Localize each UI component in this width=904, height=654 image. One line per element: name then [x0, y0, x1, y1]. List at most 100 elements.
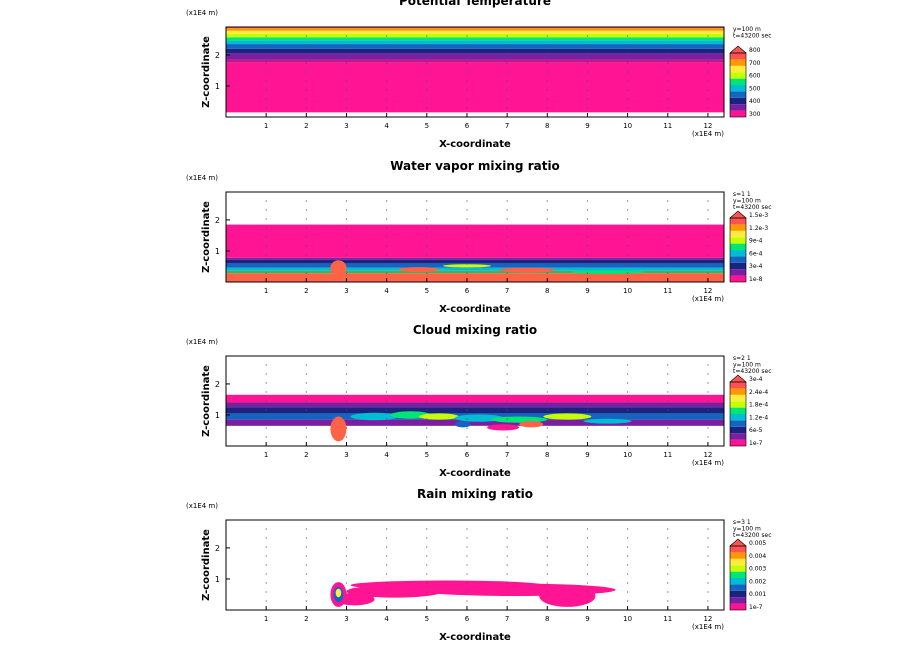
legend-swatch [730, 269, 746, 276]
legend-swatch [730, 250, 746, 257]
grid-dot [546, 427, 548, 429]
grid-dot [466, 528, 468, 530]
grid-dot [667, 209, 669, 211]
grid-dot [426, 573, 428, 575]
grid-dot [345, 218, 348, 220]
grid-dot [386, 391, 388, 393]
grid-dot [426, 546, 428, 548]
legend-swatch [730, 414, 746, 421]
grid-dot [667, 35, 669, 37]
grid-dot [305, 62, 307, 64]
grid-dot [627, 600, 629, 602]
grid-dot [707, 373, 709, 375]
grid-dot [426, 555, 428, 557]
x-axis-label: X-coordinate [439, 304, 511, 315]
grid-dot [386, 254, 388, 256]
info-text: s=3 1 [733, 519, 751, 526]
info-text: t=43200 sec [733, 33, 772, 40]
grid-dot [506, 400, 508, 402]
legend-swatch [730, 91, 746, 98]
contour-patch [346, 585, 443, 598]
grid-dot [345, 418, 348, 420]
grid-dot [506, 373, 508, 375]
grid-dot [546, 62, 548, 64]
panel-3: Cloud mixing ratio(x1E4 m)(x1E4 m)1 2 3 4 5 6… [186, 323, 772, 479]
grid-dot [586, 418, 589, 420]
grid-dot [426, 272, 428, 274]
grid-dot [386, 62, 388, 64]
grid-dot [546, 218, 548, 220]
grid-dot [627, 573, 629, 575]
x-tick-label: 9 [585, 615, 589, 623]
grid-dot [466, 591, 468, 593]
grid-dot [506, 382, 508, 384]
grid-dot [506, 600, 508, 602]
legend-level-label: 0.004 [749, 553, 766, 560]
grid-dot [386, 582, 388, 584]
z-axis-label: Z-coordinate [201, 529, 212, 601]
grid-dot [345, 71, 348, 73]
grid-dot [586, 254, 589, 256]
grid-dot [546, 236, 548, 238]
legend-swatch [730, 578, 746, 585]
legend-level-label: 400 [749, 98, 761, 105]
grid-dot [345, 436, 348, 438]
grid-dot [506, 209, 508, 211]
grid-dot [466, 564, 468, 566]
contour-band [226, 419, 724, 426]
grid-dot [265, 236, 267, 238]
grid-dot [265, 400, 267, 402]
contour-band [226, 28, 724, 31]
grid-dot [386, 564, 388, 566]
legend-frame [729, 545, 747, 611]
grid-dot [506, 582, 508, 584]
z-tick-label: 2 [215, 380, 220, 389]
grid-dot [667, 80, 669, 82]
grid-dot [627, 53, 629, 55]
grid-dot [466, 546, 468, 548]
grid-dot [305, 373, 307, 375]
grid-dot [506, 573, 508, 575]
grid-dot [707, 80, 709, 82]
grid-dot [546, 209, 548, 211]
grid-dot [426, 537, 428, 539]
x-tick-label: 10 [623, 122, 632, 130]
grid-dot [386, 80, 388, 82]
grid-dot [305, 107, 307, 109]
legend-swatch [730, 97, 746, 105]
legend-swatch [730, 85, 746, 92]
grid-dot [546, 71, 548, 73]
grid-dot [586, 107, 589, 109]
grid-dot [546, 254, 548, 256]
grid-dot [707, 200, 709, 202]
grid-dot [386, 71, 388, 73]
grid-dot [707, 218, 709, 220]
x-axis-label: X-coordinate [439, 139, 511, 150]
grid-dot [586, 62, 589, 64]
legend-swatch [730, 552, 746, 559]
grid-dot [586, 272, 589, 274]
grid-dot [586, 436, 589, 438]
grid-dot [586, 71, 589, 73]
grid-dot [265, 98, 267, 100]
x-unit-label: (x1E4 m) [692, 295, 724, 303]
grid-dot [265, 600, 267, 602]
grid-dot [345, 80, 348, 82]
grid-dot [627, 200, 629, 202]
grid-dot [707, 555, 709, 557]
grid-dot [546, 546, 548, 548]
x-tick-label: 12 [703, 615, 712, 623]
grid-dot [546, 555, 548, 557]
grid-dot [265, 263, 267, 265]
grid-dot [627, 555, 629, 557]
grid-dot [627, 89, 629, 91]
grid-dot [305, 528, 307, 530]
contour-band [226, 257, 724, 260]
grid-dot [546, 53, 548, 55]
contour-patch [330, 260, 347, 276]
grid-dot [426, 436, 428, 438]
grid-dot [426, 364, 428, 366]
grid-dot [707, 98, 709, 100]
grid-dot [546, 44, 548, 46]
